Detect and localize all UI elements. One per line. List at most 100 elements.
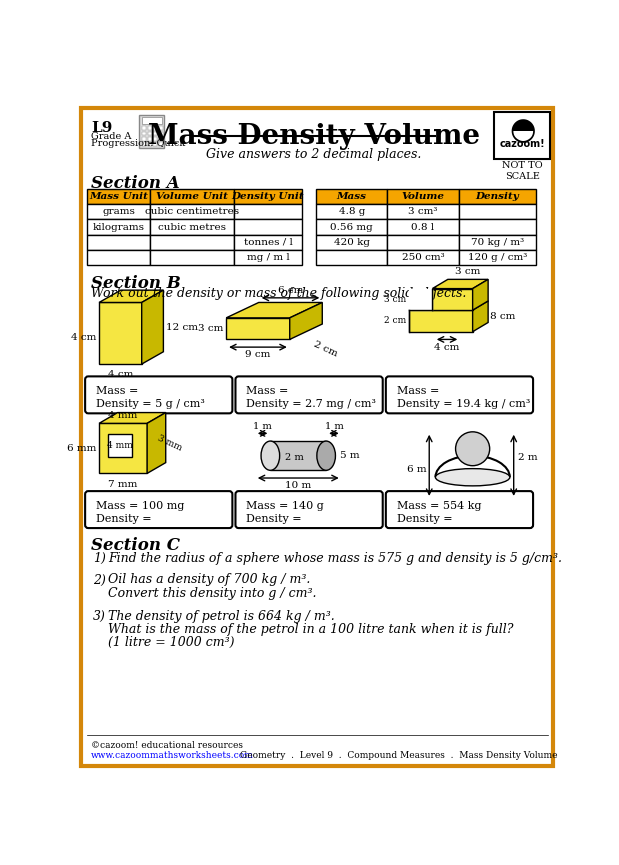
Text: 6 cm: 6 cm xyxy=(278,285,303,295)
Polygon shape xyxy=(409,301,488,311)
Text: cubic metres: cubic metres xyxy=(158,222,226,232)
Text: Density =: Density = xyxy=(96,514,152,524)
Circle shape xyxy=(456,432,490,465)
Bar xyxy=(234,204,302,220)
Text: Density = 19.4 kg / cm³: Density = 19.4 kg / cm³ xyxy=(397,400,530,409)
Text: 12 cm: 12 cm xyxy=(166,323,197,331)
Bar xyxy=(150,204,234,220)
Text: 6 mm: 6 mm xyxy=(67,444,96,453)
Text: Geometry  .  Level 9  .  Compound Measures  .  Mass Density Volume: Geometry . Level 9 . Compound Measures .… xyxy=(240,751,558,759)
Ellipse shape xyxy=(435,469,510,486)
Text: Work out the density or mass of the following solid objects.: Work out the density or mass of the foll… xyxy=(92,287,467,300)
Text: 3 cm: 3 cm xyxy=(197,324,223,333)
Polygon shape xyxy=(473,279,488,311)
Text: 1 m: 1 m xyxy=(253,422,272,431)
Text: 2 m: 2 m xyxy=(285,453,304,463)
Text: 4 cm: 4 cm xyxy=(435,343,460,351)
Bar xyxy=(316,234,387,250)
Text: 1 m: 1 m xyxy=(324,422,344,431)
Text: Mass = 100 mg: Mass = 100 mg xyxy=(96,501,184,511)
Polygon shape xyxy=(226,303,322,317)
Text: 4 mm: 4 mm xyxy=(108,411,138,420)
FancyBboxPatch shape xyxy=(386,376,533,413)
Bar xyxy=(148,131,152,135)
Text: 250 cm³: 250 cm³ xyxy=(402,253,444,262)
Text: Density = 5 g / cm³: Density = 5 g / cm³ xyxy=(96,400,205,409)
Text: 2 cm: 2 cm xyxy=(384,317,406,325)
Text: Density =: Density = xyxy=(397,514,452,524)
Polygon shape xyxy=(409,311,473,331)
Bar xyxy=(158,143,163,146)
Bar xyxy=(148,126,152,130)
FancyBboxPatch shape xyxy=(85,376,232,413)
Polygon shape xyxy=(147,413,166,473)
Bar xyxy=(142,143,146,146)
Text: Mass =: Mass = xyxy=(246,387,288,396)
Ellipse shape xyxy=(261,441,280,471)
Bar xyxy=(142,137,146,141)
Polygon shape xyxy=(432,279,488,289)
Bar xyxy=(387,234,459,250)
Bar xyxy=(459,189,536,204)
Text: Density Unit: Density Unit xyxy=(232,192,305,201)
Text: Volume: Volume xyxy=(402,192,444,201)
Bar xyxy=(139,114,164,149)
Bar xyxy=(158,137,163,141)
Text: 70 kg / m³: 70 kg / m³ xyxy=(471,238,524,247)
Text: Convert this density into g / cm³.: Convert this density into g / cm³. xyxy=(108,586,317,599)
Bar xyxy=(316,204,387,220)
Text: grams: grams xyxy=(102,207,135,216)
Text: cubic centimetres: cubic centimetres xyxy=(145,207,239,216)
Text: 3 mm: 3 mm xyxy=(157,433,184,452)
Text: ©cazoom! educational resources: ©cazoom! educational resources xyxy=(92,741,243,750)
Text: The density of petrol is 664 kg / m³.: The density of petrol is 664 kg / m³. xyxy=(108,610,335,623)
Bar xyxy=(387,250,459,266)
Polygon shape xyxy=(99,423,147,473)
FancyBboxPatch shape xyxy=(85,491,232,528)
Text: 4.8 g: 4.8 g xyxy=(339,207,365,216)
Polygon shape xyxy=(99,303,142,364)
Polygon shape xyxy=(226,317,290,339)
Text: 3 cm: 3 cm xyxy=(456,267,481,276)
Bar xyxy=(87,250,150,266)
Bar xyxy=(87,220,150,234)
Text: Mass: Mass xyxy=(337,192,366,201)
Bar xyxy=(150,250,234,266)
Text: Density: Density xyxy=(475,192,519,201)
Text: 3 cm³: 3 cm³ xyxy=(409,207,438,216)
Polygon shape xyxy=(432,289,473,311)
Text: Mass = 554 kg: Mass = 554 kg xyxy=(397,501,481,511)
Text: 4 cm: 4 cm xyxy=(71,333,96,342)
Bar xyxy=(154,131,157,135)
Bar xyxy=(234,220,302,234)
Polygon shape xyxy=(290,303,322,339)
Text: mg / m l: mg / m l xyxy=(246,253,290,262)
Text: Mass =: Mass = xyxy=(96,387,139,396)
Bar xyxy=(316,220,387,234)
FancyBboxPatch shape xyxy=(386,491,533,528)
Text: Grade A: Grade A xyxy=(92,131,132,140)
Text: 3): 3) xyxy=(93,610,106,623)
Bar xyxy=(154,143,157,146)
Text: Mass = 140 g: Mass = 140 g xyxy=(246,501,324,511)
Ellipse shape xyxy=(317,441,335,471)
Text: 4 cm: 4 cm xyxy=(108,370,133,379)
Text: L9: L9 xyxy=(92,121,113,135)
Text: NOT TO
SCALE: NOT TO SCALE xyxy=(502,161,542,181)
Bar xyxy=(150,189,234,204)
Text: Find the radius of a sphere whose mass is 575 g and density is 5 g/cm³.: Find the radius of a sphere whose mass i… xyxy=(108,552,563,565)
Bar xyxy=(142,126,146,130)
Text: 420 kg: 420 kg xyxy=(334,238,370,247)
Bar xyxy=(142,131,146,135)
Text: cazoom!: cazoom! xyxy=(500,139,545,149)
Text: tonnes / l: tonnes / l xyxy=(244,238,292,247)
Polygon shape xyxy=(409,289,432,311)
Polygon shape xyxy=(99,290,163,303)
Bar xyxy=(148,137,152,141)
Bar xyxy=(459,204,536,220)
Text: Mass =: Mass = xyxy=(397,387,439,396)
Text: What is the mass of the petrol in a 100 litre tank when it is full?: What is the mass of the petrol in a 100 … xyxy=(108,623,514,636)
Text: 10 m: 10 m xyxy=(285,481,311,490)
Text: 9 cm: 9 cm xyxy=(245,350,271,359)
Text: kilograms: kilograms xyxy=(92,222,144,232)
